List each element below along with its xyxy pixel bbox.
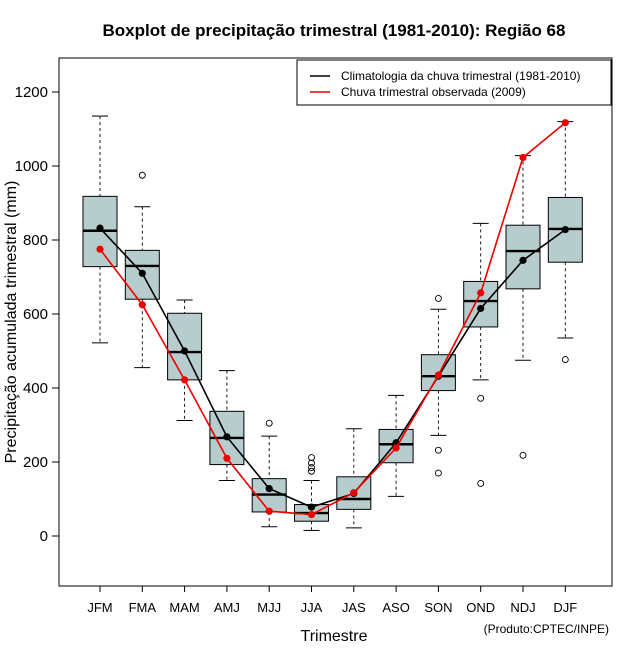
y-axis-title: Precipitação acumulada trimestral (mm) — [3, 181, 20, 464]
iqr-box — [167, 312, 203, 381]
series-point — [181, 376, 189, 384]
series-point — [307, 503, 316, 511]
box-mam — [167, 299, 203, 422]
outlier-point — [265, 419, 273, 427]
outlier-point — [561, 356, 569, 363]
box-amj — [209, 370, 245, 481]
series-point — [477, 304, 485, 313]
x-tick-label: MJJ — [257, 600, 281, 615]
series-point — [96, 224, 104, 232]
x-tick-label: ASO — [382, 600, 409, 615]
box-djf — [547, 121, 583, 363]
outlier-point — [308, 459, 315, 467]
y-tick-label: 600 — [23, 306, 48, 323]
x-tick-label: JFM — [87, 600, 112, 615]
series-point — [519, 153, 527, 162]
outlier-point — [477, 394, 485, 402]
series-line — [99, 227, 566, 508]
outlier-point — [477, 480, 485, 487]
x-tick-label: OND — [466, 600, 495, 615]
y-tick-label: 1200 — [15, 84, 48, 101]
outlier-point — [138, 171, 146, 179]
series-point — [265, 507, 273, 515]
iqr-box — [463, 280, 499, 328]
series-observed — [96, 119, 569, 519]
box-jja — [294, 454, 329, 531]
series-point — [181, 347, 189, 355]
x-axis-title: Trimestre — [301, 628, 368, 645]
series-point — [434, 371, 442, 379]
series-point — [561, 119, 569, 127]
series-line — [99, 122, 566, 516]
x-axis: JFM FMA MAM AMJ MJJ JJA JAS ASO SON OND NDJ DJF — [87, 586, 577, 615]
y-axis: 0 200 400 600 800 1000 1200 — [15, 84, 59, 545]
x-tick-label: AMJ — [214, 600, 240, 615]
y-tick-label: 200 — [23, 454, 48, 471]
box-mjj — [251, 419, 287, 528]
series-point — [350, 489, 358, 497]
plot-frame — [58, 57, 613, 587]
series-point — [392, 444, 400, 452]
box-ndj — [505, 155, 541, 459]
series-point — [223, 433, 231, 441]
x-tick-label: FMA — [129, 600, 157, 615]
series-point — [265, 485, 273, 493]
outlier-point — [308, 467, 315, 475]
legend: Climatologia da chuva trimestral (1981-2… — [296, 59, 612, 106]
series-point — [307, 510, 316, 519]
outlier-point — [434, 295, 442, 302]
series-lines — [96, 119, 569, 519]
series-point — [519, 256, 527, 264]
legend-label: Climatologia da chuva trimestral (1981-2… — [341, 69, 580, 83]
series-climatology — [96, 224, 569, 511]
box-ond — [463, 222, 499, 487]
x-tick-label: MAM — [169, 600, 199, 615]
series-point — [561, 226, 569, 234]
chart-title: Boxplot de precipitação trimestral (1981… — [103, 21, 566, 40]
x-tick-label: JJA — [301, 600, 323, 615]
x-tick-label: NDJ — [510, 600, 535, 615]
series-point — [96, 245, 104, 253]
y-tick-label: 1000 — [15, 158, 48, 175]
x-tick-label: JAS — [342, 600, 366, 615]
outlier-point — [308, 464, 315, 471]
outlier-point — [308, 454, 315, 462]
outlier-point — [434, 469, 442, 477]
x-tick-label: SON — [424, 600, 452, 615]
credit-text: (Produto:CPTEC/INPE) — [484, 622, 609, 636]
box-son — [420, 295, 456, 477]
y-tick-label: 800 — [23, 232, 48, 249]
series-point — [138, 301, 146, 309]
series-point — [477, 289, 485, 297]
outlier-point — [519, 451, 527, 459]
series-point — [223, 454, 231, 462]
boxplots — [82, 115, 583, 531]
series-point — [138, 269, 146, 277]
x-tick-label: DJF — [553, 600, 577, 615]
y-tick-label: 400 — [23, 380, 48, 397]
legend-label: Chuva trimestral observada (2009) — [341, 85, 526, 99]
legend-box — [296, 59, 612, 106]
y-tick-label: 0 — [40, 528, 48, 545]
outlier-point — [434, 446, 442, 454]
